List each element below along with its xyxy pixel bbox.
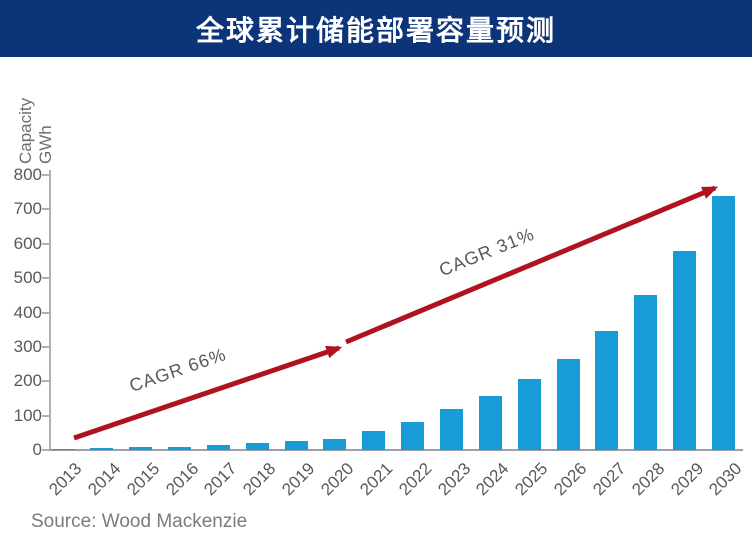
x-tick-label-2025: 2025: [511, 459, 552, 500]
cagr-label-1: CAGR 66%: [126, 344, 229, 396]
bar-2023: [440, 409, 463, 450]
x-tick-label-2014: 2014: [84, 459, 125, 500]
bar-2015: [129, 447, 153, 450]
y-tick-mark-200: [42, 380, 49, 383]
source-text: Source: Wood Mackenzie: [31, 511, 248, 532]
x-tick-label-2023: 2023: [433, 459, 474, 500]
y-tick-mark-300: [42, 345, 49, 348]
bar-2027: [595, 331, 619, 450]
bar-2025: [517, 378, 541, 450]
y-tick-mark-700: [42, 208, 49, 211]
y-tick-label-100: 100: [13, 405, 42, 425]
cagr-arrow-2: [345, 185, 719, 345]
bar-2016: [168, 446, 192, 450]
bar-2018: [245, 443, 269, 450]
y-tick-label-200: 200: [13, 371, 42, 391]
y-tick-label-600: 600: [13, 233, 42, 253]
x-tick-label-2028: 2028: [628, 459, 669, 500]
bar-2022: [401, 421, 425, 450]
x-tick-label-2017: 2017: [200, 459, 241, 500]
y-tick-mark-800: [42, 174, 49, 176]
x-tick-label-2021: 2021: [356, 459, 397, 500]
y-tick-mark-400: [42, 311, 49, 314]
y-axis-label-line1: Capacity: [16, 97, 35, 164]
x-tick-label-2029: 2029: [666, 459, 708, 500]
y-tick-label-800: 800: [13, 165, 42, 184]
x-tick-label-2024: 2024: [472, 459, 513, 500]
y-tick-label-700: 700: [13, 199, 42, 219]
bar-2017: [206, 445, 230, 450]
chart-title-banner: 全球累计储能部署容量预测: [0, 0, 752, 57]
y-tick-mark-600: [42, 242, 49, 245]
x-tick-label-2016: 2016: [161, 459, 202, 500]
x-tick-label-2019: 2019: [278, 459, 319, 500]
bar-2026: [556, 358, 580, 450]
bar-2020: [323, 439, 347, 450]
x-tick-label-2027: 2027: [589, 459, 630, 500]
bar-2028: [634, 295, 658, 450]
y-axis-label-line2: GWh: [35, 125, 55, 164]
y-tick-mark-0: [42, 449, 49, 451]
bar-2013: [51, 448, 75, 450]
y-axis-line: [49, 170, 51, 451]
y-axis-label: Capacity GWh: [16, 68, 56, 164]
x-tick-label-2022: 2022: [394, 459, 436, 500]
x-tick-label-2018: 2018: [239, 459, 280, 500]
y-tick-mark-100: [42, 414, 49, 417]
bar-2019: [284, 440, 308, 450]
bar-2030: [711, 195, 735, 450]
x-tick-label-2013: 2013: [45, 459, 86, 500]
y-tick-label-400: 400: [13, 302, 42, 322]
bar-2021: [362, 431, 386, 450]
y-tick-label-500: 500: [13, 268, 42, 288]
x-tick-label-2020: 2020: [317, 459, 358, 500]
x-tick-label-2015: 2015: [122, 459, 164, 500]
bar-2024: [478, 395, 502, 450]
y-tick-label-300: 300: [13, 336, 42, 356]
chart-title: 全球累计储能部署容量预测: [195, 14, 556, 46]
y-tick-label-0: 0: [32, 440, 42, 459]
bar-2014: [90, 447, 114, 450]
bar-2029: [673, 251, 697, 450]
y-tick-mark-500: [42, 277, 49, 280]
x-tick-label-2026: 2026: [550, 459, 591, 500]
x-tick-label-2030: 2030: [705, 459, 746, 500]
cagr-label-2: CAGR 31%: [436, 223, 538, 281]
x-axis-line: [49, 449, 743, 451]
